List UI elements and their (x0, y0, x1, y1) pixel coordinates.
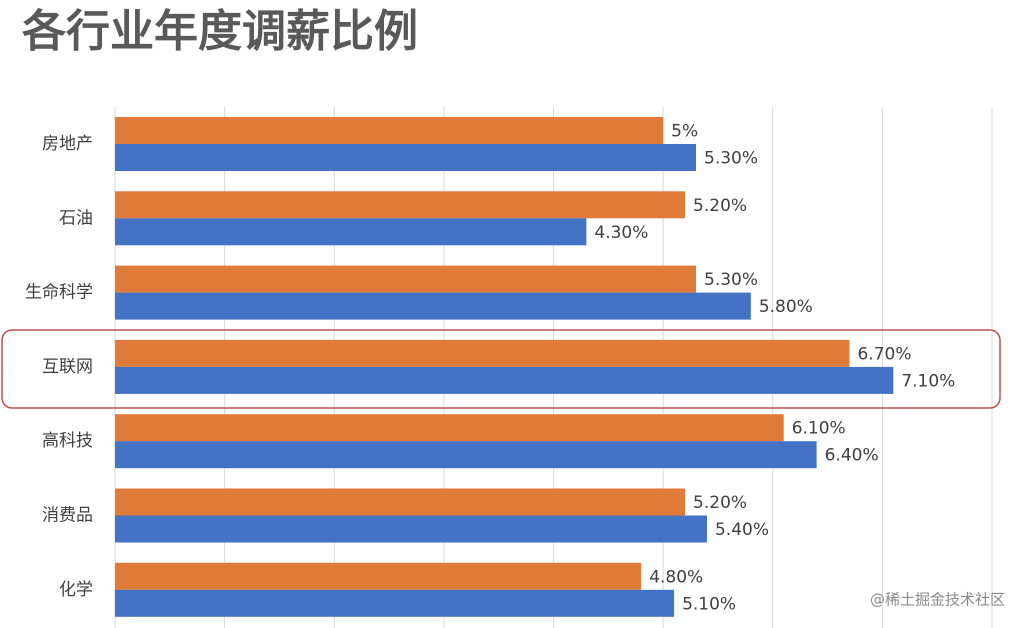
value-label: 5.30% (704, 270, 758, 290)
y-tick-label: 消费品 (42, 506, 93, 526)
bar (115, 292, 751, 320)
bar (115, 515, 707, 543)
value-label: 5.40% (715, 520, 769, 540)
bar (115, 144, 697, 171)
value-label: 5.80% (759, 297, 813, 317)
bar (115, 265, 697, 293)
value-label: 5.30% (704, 149, 758, 169)
value-label: 5% (671, 122, 698, 142)
y-tick-label: 化学 (59, 580, 93, 600)
bar (115, 366, 894, 394)
bar (115, 441, 817, 469)
watermark: @稀土掘金技术社区 (870, 591, 1005, 609)
bar (115, 589, 675, 617)
value-label: 4.80% (649, 567, 703, 587)
value-label: 5.20% (693, 493, 747, 513)
value-label: 7.10% (901, 371, 955, 391)
value-label: 6.10% (792, 419, 846, 439)
y-tick-label: 石油 (59, 208, 93, 228)
value-label: 5.10% (682, 594, 736, 614)
bar (115, 218, 587, 246)
y-tick-label: 房地产 (42, 134, 93, 154)
highlight-box (1, 329, 1001, 409)
bar (115, 414, 784, 442)
bar (115, 117, 664, 144)
y-tick-label: 互联网 (42, 357, 93, 377)
chart-title: 各行业年度调薪比例 (22, 6, 418, 57)
value-label: 6.40% (825, 446, 879, 466)
value-label: 6.70% (857, 344, 911, 364)
bar (115, 191, 686, 219)
value-label: 4.30% (594, 223, 648, 243)
bar (115, 339, 850, 367)
y-tick-label: 生命科学 (25, 283, 93, 303)
y-tick-label: 高科技 (42, 431, 93, 451)
bar (115, 562, 642, 590)
bar (115, 488, 686, 516)
value-label: 5.20% (693, 196, 747, 216)
